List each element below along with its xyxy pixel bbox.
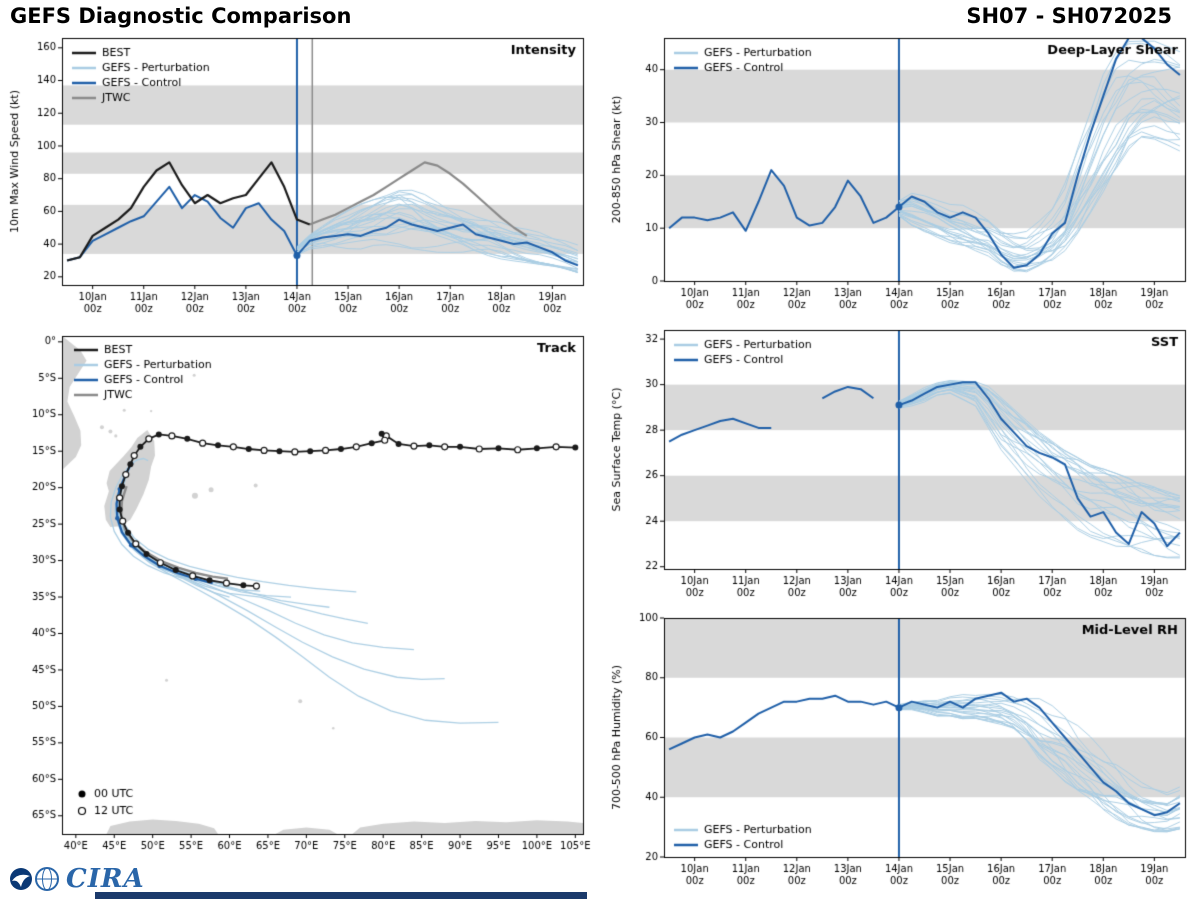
cira-logo: CIRA xyxy=(8,862,145,896)
deep-layer-shear-chart xyxy=(604,30,1198,321)
page-title: GEFS Diagnostic Comparison xyxy=(10,4,352,28)
cira-logo-icon xyxy=(10,867,59,891)
storm-id: SH07 - SH072025 xyxy=(966,4,1172,28)
mid-level-rh-chart xyxy=(604,610,1198,897)
sst-chart xyxy=(604,322,1198,609)
footer-bar xyxy=(95,892,587,899)
intensity-chart xyxy=(2,30,596,325)
track-map xyxy=(2,330,596,870)
cira-logo-text: CIRA xyxy=(66,864,145,894)
